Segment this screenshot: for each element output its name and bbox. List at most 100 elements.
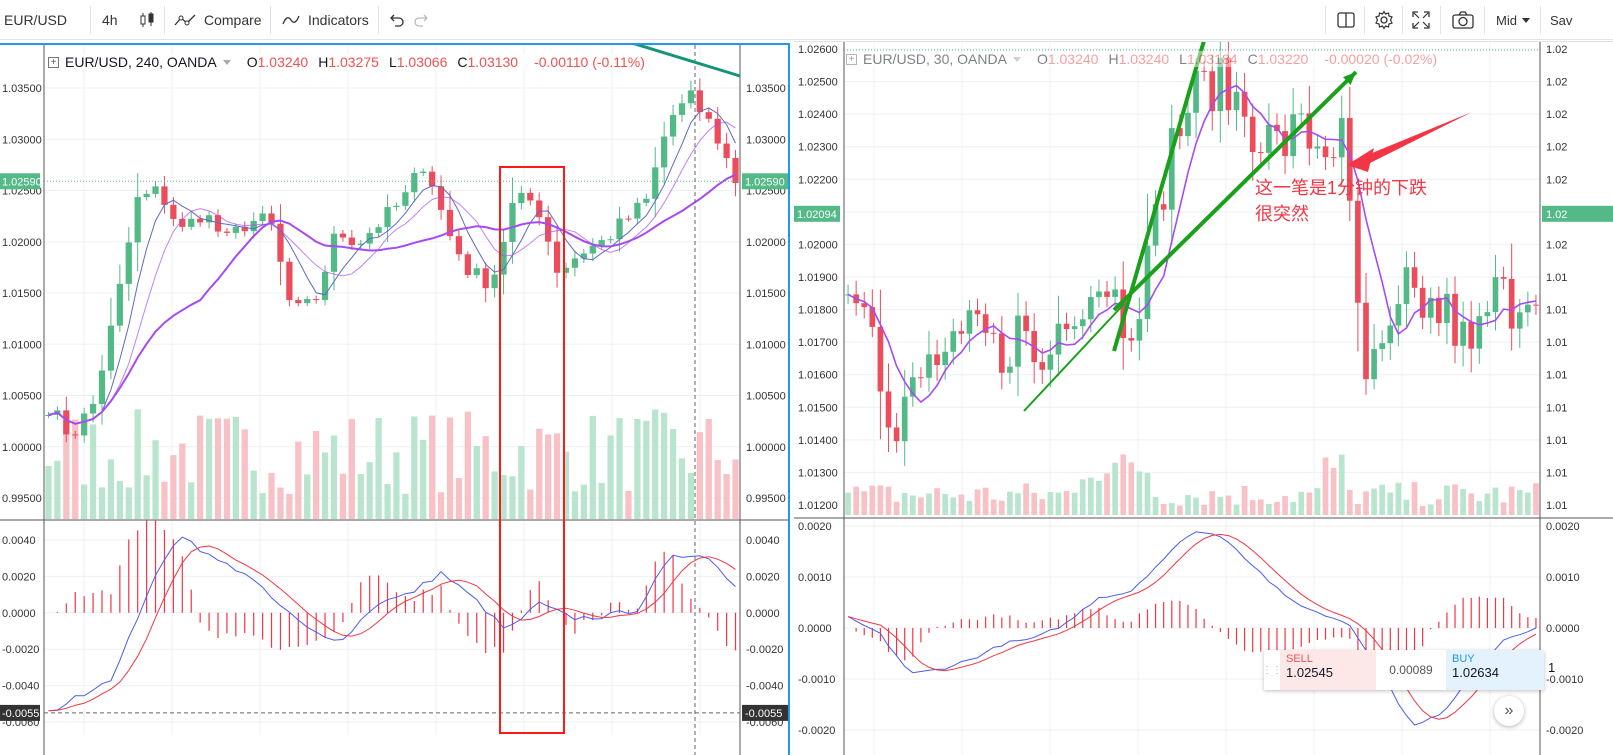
volume-bar xyxy=(1427,504,1434,515)
volume-bar xyxy=(1104,473,1110,515)
volume-bar xyxy=(1436,499,1442,515)
volume-bar xyxy=(259,493,266,519)
chart-style-button[interactable] xyxy=(138,0,156,40)
price-axis-label-left: 1.03000 xyxy=(2,134,42,146)
macd-axis-label-right: 0.0020 xyxy=(1546,521,1580,533)
compare-button[interactable]: Compare xyxy=(174,0,262,40)
volume-bar xyxy=(714,460,721,519)
volume-bar xyxy=(1533,483,1539,515)
price-axis-label-right: 1.02 xyxy=(1546,77,1567,89)
volume-bar xyxy=(1023,483,1029,515)
macd-axis-label-right: 0.0000 xyxy=(1546,623,1580,635)
volume-bar xyxy=(909,495,916,515)
right-chart-pane[interactable]: 1.02600 1.02 1.02500 1.02 1.02400 1.02 1.02300… xyxy=(794,41,1613,755)
candle-body xyxy=(1460,321,1466,346)
quantity-value[interactable]: 1 xyxy=(1548,660,1556,675)
gear-icon xyxy=(1374,10,1394,30)
volume-bar xyxy=(1387,492,1394,515)
volume-bar xyxy=(384,483,391,519)
change-value: -0.00020 (-0.02%) xyxy=(1324,51,1438,67)
symbol-search-button[interactable]: EUR/USD xyxy=(4,0,67,40)
indicators-button[interactable]: Indicators xyxy=(282,0,369,40)
annotation-line-2: 很突然 xyxy=(1255,204,1309,224)
price-source-dropdown[interactable]: Mid xyxy=(1496,0,1530,40)
volume-bar xyxy=(429,415,436,519)
volume-bar xyxy=(1492,487,1499,515)
volume-bar xyxy=(286,493,293,519)
sell-button[interactable]: SELL 1.02545 xyxy=(1280,650,1376,690)
candle-body xyxy=(420,171,427,174)
volume-bar xyxy=(295,441,302,519)
macd-axis-label: -0.0010 xyxy=(798,674,835,686)
signal-line xyxy=(847,533,1537,720)
toolbar-divider xyxy=(1364,6,1365,34)
price-axis-label: 1.02500 xyxy=(798,77,838,89)
price-axis-label: 1.02200 xyxy=(798,174,838,186)
volume-bar xyxy=(1112,462,1118,515)
candle-body xyxy=(926,354,932,378)
fullscreen-button[interactable] xyxy=(1412,0,1430,40)
candle-body xyxy=(1516,312,1523,329)
volume-bar xyxy=(661,412,668,519)
candle-body xyxy=(411,173,418,193)
candle-body xyxy=(232,226,239,233)
expand-icon[interactable]: + xyxy=(846,53,857,65)
redo-button[interactable] xyxy=(414,0,430,40)
volume-bar xyxy=(1444,485,1450,515)
candle-body xyxy=(669,114,677,137)
high-value: 1.03240 xyxy=(1118,51,1170,67)
ma-long-line xyxy=(48,173,736,425)
price-axis-label-right: 1.02 xyxy=(1546,109,1567,121)
candle-body xyxy=(107,325,115,371)
candle-body xyxy=(625,218,632,220)
price-axis-label-left: 1.01000 xyxy=(2,339,42,351)
caret-down-icon[interactable] xyxy=(222,59,231,65)
candle-body xyxy=(1225,57,1232,111)
volume-bar xyxy=(232,416,239,519)
macd-line xyxy=(847,531,1537,726)
volume-bar xyxy=(205,418,213,519)
expand-icon[interactable]: + xyxy=(48,56,59,68)
candle-body xyxy=(446,209,454,237)
settings-button[interactable] xyxy=(1374,0,1394,40)
low-value: 1.03184 xyxy=(1186,51,1238,67)
macd-axis-label-left: -0.0020 xyxy=(2,644,39,656)
volume-bar xyxy=(393,452,400,519)
candle-body xyxy=(1201,70,1207,72)
buy-label: BUY xyxy=(1452,653,1475,665)
caret-down-icon[interactable] xyxy=(1012,56,1021,62)
candle-body xyxy=(518,192,525,204)
scroll-to-realtime-button[interactable]: » xyxy=(1494,696,1524,726)
volume-bar xyxy=(893,501,900,515)
candle-body xyxy=(1355,200,1361,303)
right-chart-canvas[interactable]: 1.02600 1.02 1.02500 1.02 1.02400 1.02 1.02300… xyxy=(794,42,1613,755)
snapshot-button[interactable] xyxy=(1452,0,1474,40)
candle-body xyxy=(1136,319,1143,341)
price-axis-label: 1.02000 xyxy=(798,239,838,251)
high-label: H xyxy=(318,54,329,70)
price-axis-label-left: 0.99500 xyxy=(2,493,42,505)
candle-body xyxy=(1411,267,1418,288)
buy-button[interactable]: BUY 1.02634 xyxy=(1446,650,1544,690)
candle-body xyxy=(1533,304,1539,306)
layout-button[interactable] xyxy=(1337,0,1355,40)
candle-body xyxy=(72,434,79,436)
save-button[interactable]: Sav xyxy=(1550,0,1572,40)
volume-bar xyxy=(901,492,908,515)
candle-body xyxy=(877,326,884,392)
candle-body xyxy=(1152,204,1159,246)
volume-bar xyxy=(1484,493,1491,515)
volume-bar xyxy=(669,428,677,519)
drag-handle-icon[interactable]: ⋮⋮ xyxy=(1262,664,1282,676)
redo-icon xyxy=(414,13,430,27)
volume-bar xyxy=(1282,496,1288,515)
interval-button[interactable]: 4h xyxy=(102,0,118,40)
left-chart-pane[interactable]: 1.03500 1.03500 1.03000 1.03000 1.02500 1.025… xyxy=(0,43,790,755)
chart-background xyxy=(794,42,1613,755)
price-axis-label: 1.02400 xyxy=(798,109,838,121)
volume-bar xyxy=(1031,492,1038,515)
volume-bar xyxy=(464,411,471,519)
candle-body xyxy=(1371,348,1377,380)
undo-button[interactable] xyxy=(388,0,404,40)
